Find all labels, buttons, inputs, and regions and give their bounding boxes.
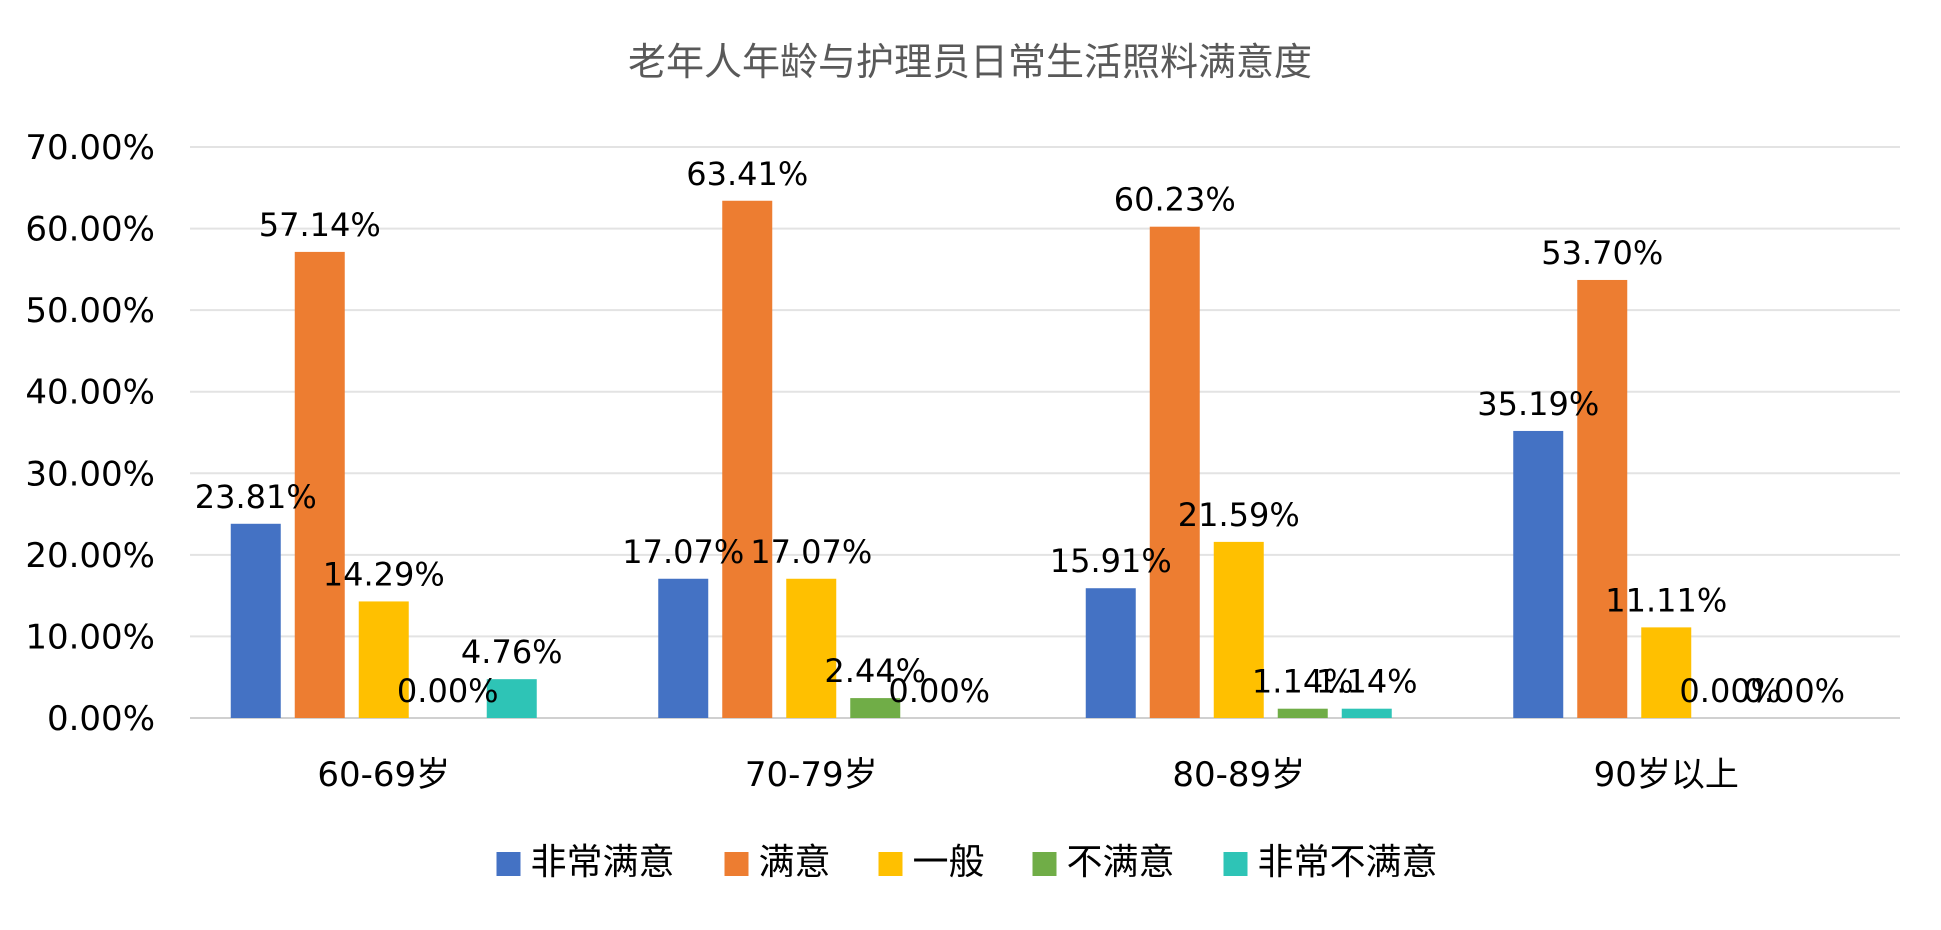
y-tick-label: 40.00%	[25, 373, 155, 413]
legend-swatch	[496, 852, 521, 876]
data-label: 15.91%	[1050, 542, 1172, 580]
legend-swatch	[1032, 852, 1057, 876]
data-label: 1.14%	[1252, 663, 1354, 701]
bar	[230, 523, 281, 718]
data-label: 53.70%	[1541, 234, 1663, 272]
legend-label: 非常满意	[531, 842, 675, 883]
data-label: 23.81%	[195, 478, 317, 516]
bar	[1513, 430, 1564, 718]
legend-swatch	[1223, 852, 1248, 876]
y-axis-ticks: 0.00% 10.00% 20.00% 30.00% 40.00% 50.00% 60.00…	[25, 128, 155, 739]
bar	[486, 679, 537, 718]
bar	[1213, 541, 1264, 718]
data-label: 2.44%	[824, 652, 926, 690]
bar	[358, 601, 409, 718]
bar	[294, 251, 345, 718]
bars	[230, 200, 1692, 719]
x-category-label: 70-79岁	[745, 755, 878, 795]
x-axis-categories: 60-69岁 70-79岁 80-89岁 90岁以上	[317, 755, 1739, 795]
bar	[1577, 279, 1628, 718]
data-label: 0.00%	[1679, 672, 1781, 710]
y-tick-label: 30.00%	[25, 454, 155, 494]
bar	[786, 578, 837, 718]
data-label: 17.07%	[622, 533, 744, 571]
x-category-label: 80-89岁	[1172, 755, 1305, 795]
data-label: 0.00%	[1743, 672, 1845, 710]
bar	[1277, 708, 1328, 718]
data-label: 21.59%	[1178, 496, 1300, 534]
y-tick-label: 0.00%	[47, 699, 155, 739]
bar	[1085, 588, 1136, 718]
y-tick-label: 50.00%	[25, 291, 155, 331]
legend-label: 非常不满意	[1258, 842, 1438, 883]
data-labels: 23.81%57.14%14.29%0.00%4.76%17.07%63.41%…	[195, 155, 1845, 710]
y-tick-label: 60.00%	[25, 210, 155, 250]
data-label: 63.41%	[686, 155, 808, 193]
data-label: 60.23%	[1114, 181, 1236, 219]
grid-lines	[190, 146, 1900, 719]
bar	[1149, 226, 1200, 718]
bar	[850, 698, 901, 718]
bar	[658, 578, 709, 718]
legend-swatch	[878, 852, 903, 876]
x-category-label: 90岁以上	[1594, 755, 1739, 795]
data-label: 17.07%	[750, 533, 872, 571]
data-label: 35.19%	[1477, 385, 1599, 423]
bar	[1341, 708, 1392, 718]
data-label: 14.29%	[323, 555, 445, 593]
legend-label: 一般	[913, 842, 985, 883]
legend: 非常满意 满意 一般 不满意 非常不满意	[496, 842, 1438, 883]
data-label: 11.11%	[1605, 581, 1727, 619]
data-label: 0.00%	[397, 672, 499, 710]
data-label: 0.00%	[888, 672, 990, 710]
chart-title: 老年人年龄与护理员日常生活照料满意度	[628, 40, 1312, 84]
legend-label: 满意	[759, 842, 831, 883]
bar	[722, 200, 773, 719]
bar	[1641, 627, 1692, 718]
data-label: 4.76%	[461, 633, 563, 671]
y-tick-label: 10.00%	[25, 617, 155, 657]
legend-label: 不满意	[1067, 842, 1175, 883]
legend-swatch	[724, 852, 749, 876]
x-category-label: 60-69岁	[317, 755, 450, 795]
y-tick-label: 70.00%	[25, 128, 155, 168]
y-tick-label: 20.00%	[25, 536, 155, 576]
data-label: 1.14%	[1316, 663, 1418, 701]
data-label: 57.14%	[259, 206, 381, 244]
